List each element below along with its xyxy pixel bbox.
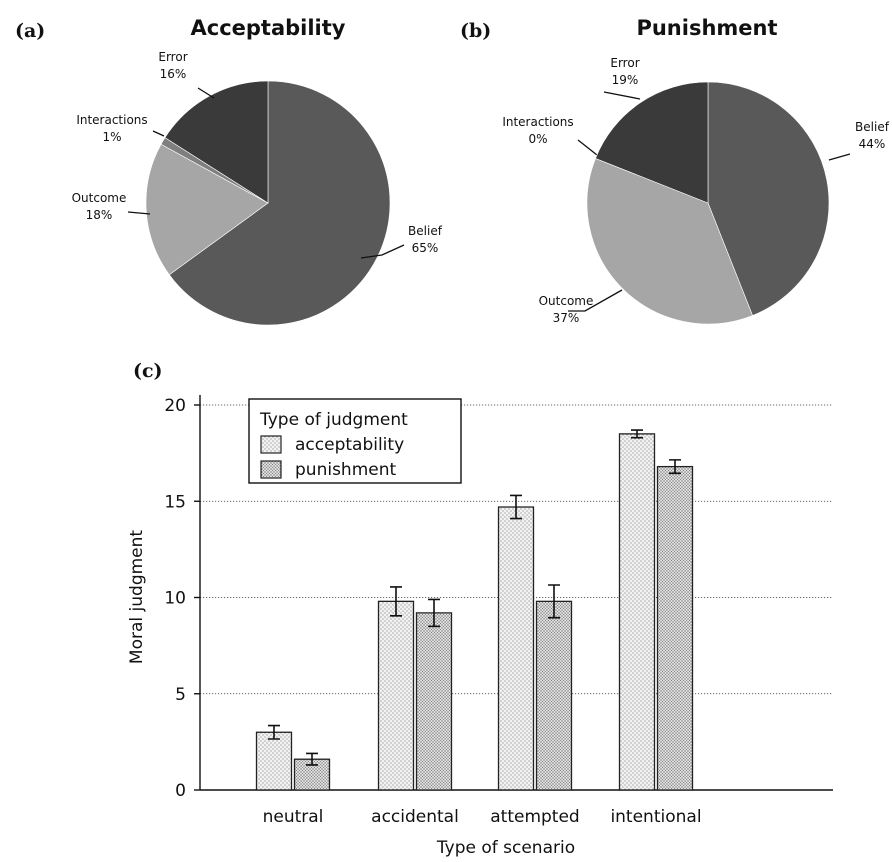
pie-a-slice-belief [168,80,391,326]
pie-a-slice-outcome-leader [127,211,151,215]
pie-b-slice-outcome [586,158,753,325]
y-tick-label-15: 15 [164,492,186,512]
pie-a-slice-interactions-leader [152,130,165,137]
pie-b-slice-error-leader [603,91,641,100]
errorbar-acceptability-intentional [631,429,643,439]
errorbar-punishment-intentional [669,459,681,475]
x-tick-label-intentional: intentional [610,807,701,827]
legend-label-punishment: punishment [295,460,396,480]
pie-b-slice-outcome-value: 37% [553,311,580,325]
bar-punishment-attempted [535,600,573,791]
pie-a-title: Acceptability [191,16,346,40]
pie-b-slice-interactions-leader [577,139,598,156]
pie-b-slice-belief-value: 44% [859,137,886,151]
y-tick-label-5: 5 [175,685,186,705]
pie-a-slice-outcome-value: 18% [86,208,113,222]
pie-chart-punishment: Belief 44% Outcome 37% Interactions 0% Error 19… [502,56,889,325]
pie-a-slice-error-leader [197,87,215,99]
pie-b-slice-error [595,81,709,204]
x-axis-title: Type of scenario [436,838,575,858]
errorbar-acceptability-neutral [268,724,280,740]
pie-b-slice-error-label: Error [610,56,639,70]
pie-b-slice-belief [707,81,830,316]
pie-a-slice-belief-leader [360,244,405,259]
errorbar-acceptability-accidental [390,586,402,617]
pie-a-slice-belief-label: Belief [408,224,443,238]
bar-acceptability-neutral [255,731,293,791]
panel-b-tag: (b) [460,20,491,42]
bar-acceptability-accidental [377,600,415,791]
pie-b-title: Punishment [636,16,777,40]
errorbar-punishment-neutral [306,752,318,766]
pie-a-slice-error-label: Error [158,50,187,64]
panel-c-tag: (c) [133,360,163,382]
x-tick-label-attempted: attempted [490,807,579,827]
pie-b-slice-belief-label: Belief [855,120,890,134]
legend-title: Type of judgment [259,410,408,430]
bar-chart: 0 5 10 15 20 neutral accidental attempted intent… [127,395,833,858]
pie-b-slice-belief-leader [828,153,851,161]
bar-acceptability-intentional [618,433,656,791]
pie-b-slice-outcome-leader [568,289,623,312]
x-tick-label-neutral: neutral [263,807,324,827]
legend-swatch-punishment [260,460,282,479]
bar-punishment-intentional [656,465,694,791]
y-axis-title: Moral judgment [127,530,147,664]
pie-a-slice-error [164,80,269,204]
legend-box [248,398,462,484]
bar-acceptability-attempted [497,506,535,791]
legend-swatch-acceptability [260,435,282,454]
bar-punishment-accidental [415,612,453,791]
pie-a-slice-interactions-value: 1% [102,130,121,144]
pie-chart-acceptability: Belief 65% Outcome 18% Interactions 1% Error 16… [72,50,443,326]
panel-a-tag: (a) [15,20,45,42]
x-tick-label-accidental: accidental [371,807,459,827]
pie-b-slice-error-value: 19% [612,73,639,87]
pie-a-slice-interactions-label: Interactions [76,113,147,127]
pie-b-slice-interactions-value: 0% [528,132,547,146]
errorbar-acceptability-attempted [510,494,522,520]
legend-label-acceptability: acceptability [295,435,404,455]
y-tick-label-20: 20 [164,396,186,416]
pie-a-slice-outcome [145,143,269,276]
errorbar-punishment-attempted [548,584,560,619]
pie-b-slice-outcome-label: Outcome [539,294,594,308]
pie-a-slice-error-value: 16% [160,67,187,81]
y-tick-label-0: 0 [175,781,186,801]
legend: Type of judgment acceptability punishment [248,398,462,484]
errorbar-punishment-accidental [428,598,440,628]
y-tick-label-10: 10 [164,589,186,609]
pie-a-slice-belief-value: 65% [412,241,439,255]
pie-b-slice-interactions-label: Interactions [502,115,573,129]
pie-a-slice-outcome-label: Outcome [72,191,127,205]
